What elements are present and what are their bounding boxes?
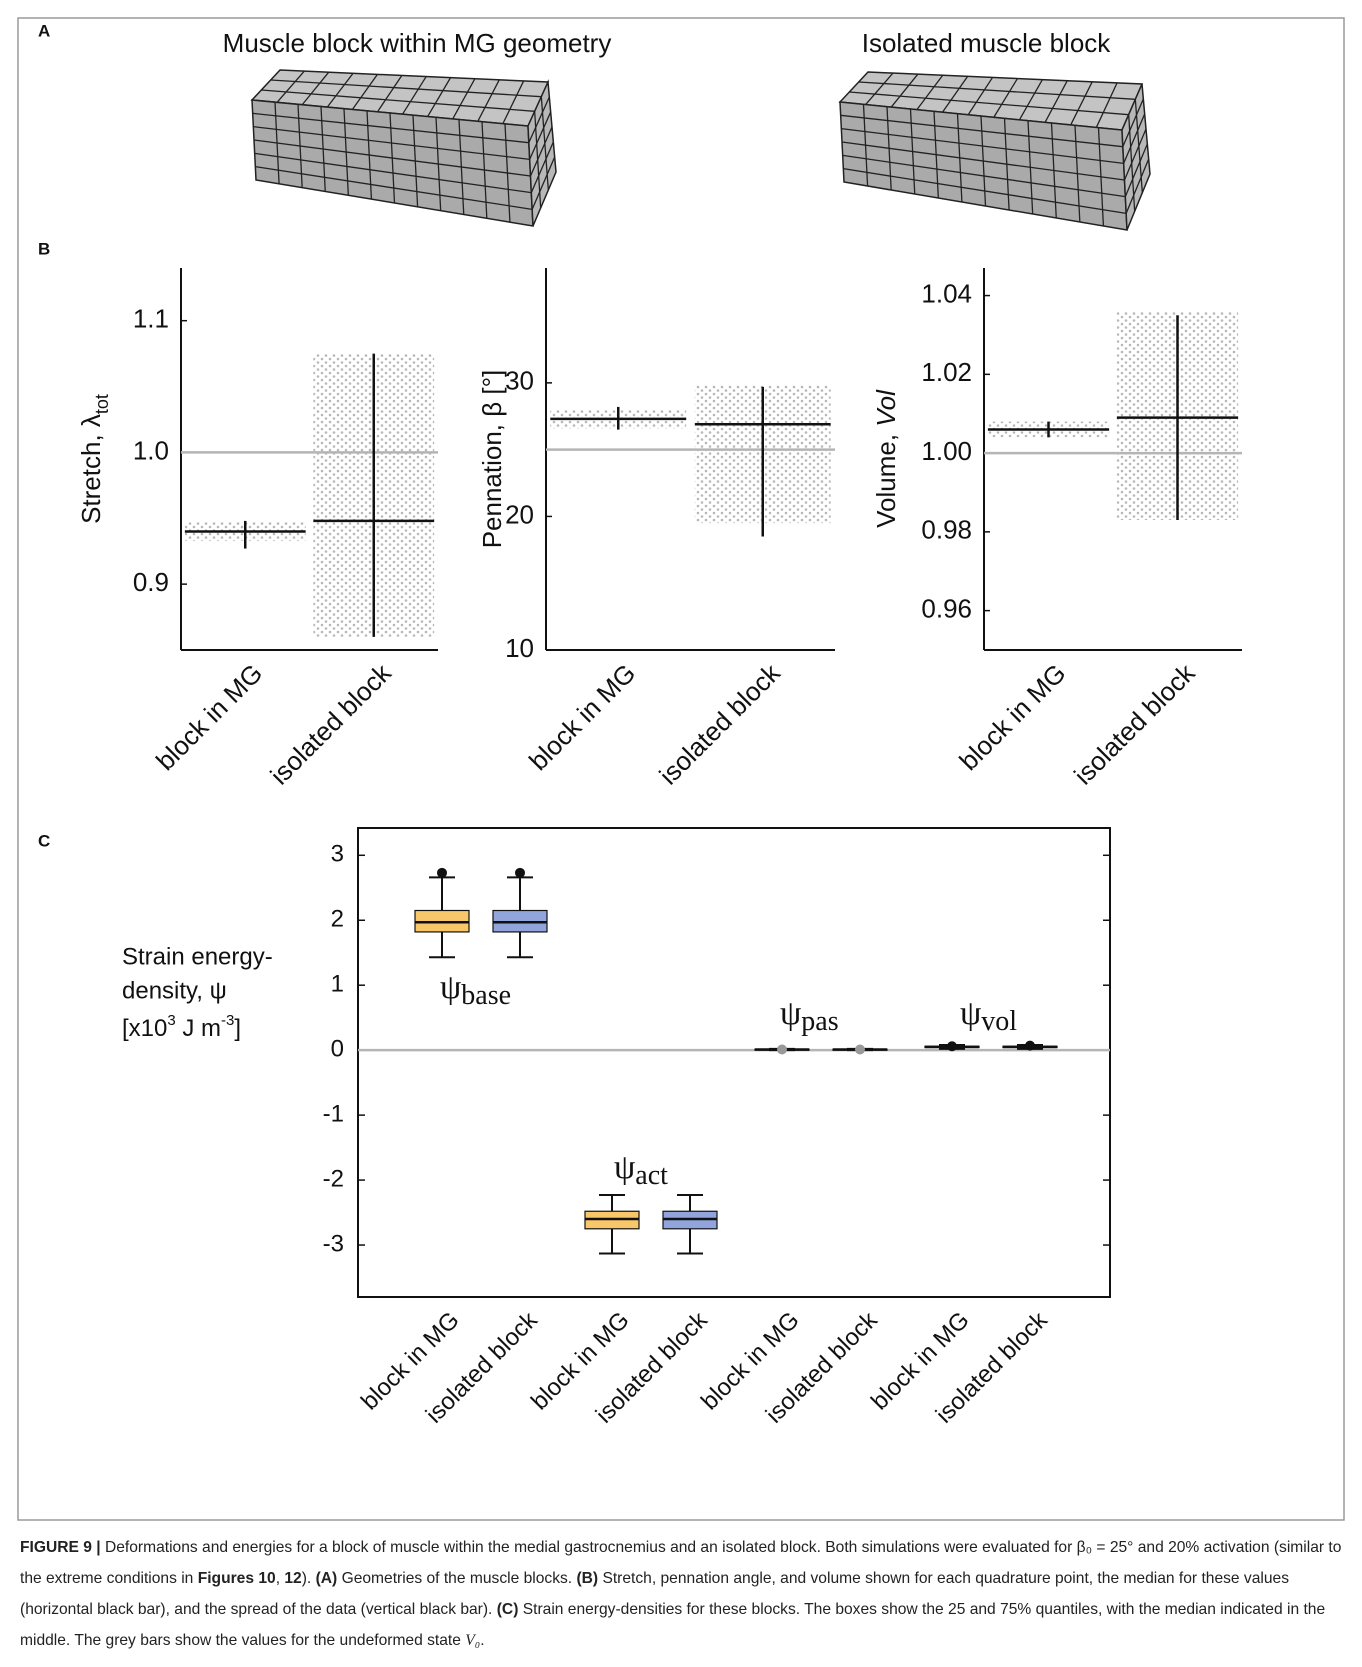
y-tick-label: 1.1 [133,304,169,334]
y-label-part: ] [234,1015,241,1042]
annotation-symbol: ψ [440,969,461,1006]
y-label-italic: Vol [871,389,901,427]
y-tick-label: -3 [323,1230,344,1257]
y-tick-label: -1 [323,1100,344,1127]
page: {"panel_labels": ["A", "B", "C"], "panel… [0,0,1362,1667]
outlier [855,1045,865,1055]
y-tick-label: 0.98 [921,515,972,545]
y-label-text: Stretch, λ [76,414,106,524]
y-axis-label: Strain energy- [122,943,273,970]
y-label-part: -3 [221,1012,234,1029]
panel-title: Isolated muscle block [862,28,1112,58]
annotation: ψbase [440,969,511,1012]
y-tick-label: 0 [331,1036,344,1063]
plot-frame [358,828,1110,1297]
annotation: ψpas [780,995,839,1038]
x-tick-label: isolated block [1068,657,1201,790]
caption-text: (C) [497,1601,519,1618]
caption: FIGURE 9 | Deformations and energies for… [20,1532,1342,1656]
caption-text: (B) [576,1570,598,1587]
outlier [1025,1041,1035,1051]
outlier [437,868,447,878]
caption-text: ). [302,1570,316,1587]
outlier [947,1041,957,1051]
y-label-sub: tot [92,394,112,414]
annotation-symbol: ψ [780,995,801,1032]
annotation-sub: act [635,1160,668,1191]
y-axis-label: Pennation, β [°] [477,370,507,549]
y-label-part: [x10 [122,1015,167,1042]
y-tick-label: 30 [505,366,534,396]
annotation-sub: base [461,980,511,1011]
panel-label: C [38,831,50,850]
y-label-part: J m [176,1015,221,1042]
y-tick-label: 2 [331,906,344,933]
panel-label: A [38,21,50,40]
x-tick-label: isolated block [264,657,397,790]
x-tick-label: block in MG [150,658,268,776]
caption-text: V₀ [465,1632,480,1649]
y-label-text: Pennation, β [°] [477,370,507,549]
x-tick-label: block in MG [523,658,641,776]
y-tick-label: 1.00 [921,436,972,466]
y-axis-label: density, ψ [122,977,227,1004]
y-label-part: 3 [167,1012,175,1029]
annotation: ψvol [960,995,1017,1038]
caption-text: (A) [316,1570,338,1587]
y-axis-label: Volume, Vol [871,389,901,528]
y-label-text: Volume, [871,427,901,528]
y-tick-label: -2 [323,1165,344,1192]
y-tick-label: 0.96 [921,593,972,623]
annotation-symbol: ψ [614,1149,635,1186]
caption-text: . [480,1632,484,1649]
panel-label: B [38,239,50,258]
x-tick-label: isolated block [653,657,786,790]
y-axis-label: Stretch, λtot [76,394,112,524]
y-tick-label: 1.0 [133,435,169,465]
y-tick-label: 1.02 [921,357,972,387]
figure: A B C Muscle block within MG geometry Is… [0,0,1362,1526]
y-tick-label: 10 [505,633,534,663]
caption-text: Geometries of the muscle blocks. [337,1570,576,1587]
annotation-sub: pas [801,1006,838,1037]
y-tick-label: 1 [331,971,344,998]
panel-title: Muscle block within MG geometry [223,28,612,58]
y-tick-label: 0.9 [133,567,169,597]
caption-text: FIGURE 9 | [20,1539,101,1556]
annotation-sub: vol [981,1006,1017,1037]
annotation: ψact [614,1149,668,1192]
outlier [515,868,525,878]
y-tick-label: 3 [331,841,344,868]
caption-text: 12 [284,1570,301,1587]
y-tick-label: 1.04 [921,278,972,308]
y-axis-label: [x103 J m-3] [122,1012,241,1042]
caption-text: Figures 10 [198,1570,276,1587]
x-tick-label: block in MG [953,658,1071,776]
annotation-symbol: ψ [960,995,981,1032]
outlier [777,1045,787,1055]
y-tick-label: 20 [505,499,534,529]
